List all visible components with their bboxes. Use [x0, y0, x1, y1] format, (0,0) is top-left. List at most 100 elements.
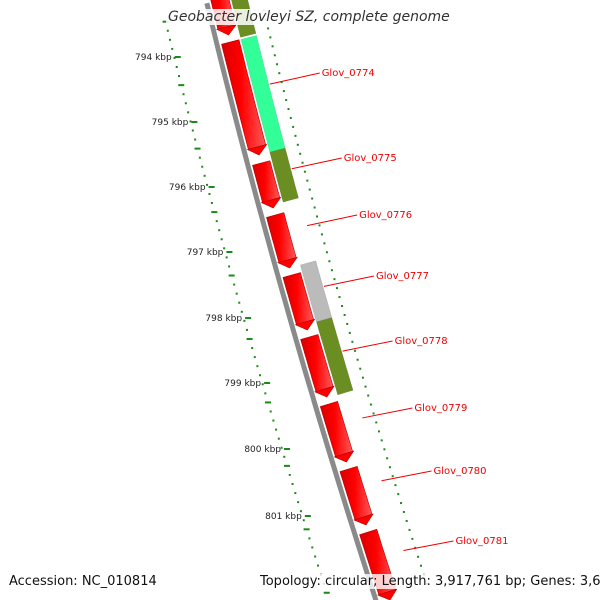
tick-dot — [276, 63, 279, 66]
label-leader — [323, 275, 375, 287]
tick-dot — [191, 129, 194, 132]
tick-dot — [245, 328, 248, 331]
tick-dot — [419, 564, 422, 567]
tick-dot — [411, 537, 414, 540]
tick-dot — [311, 546, 314, 549]
tick-dot — [372, 412, 375, 415]
tick-dot — [265, 401, 272, 404]
tick-dot — [178, 84, 185, 87]
tick-dot — [338, 296, 341, 299]
tick-dot — [282, 90, 285, 93]
tick-dot — [377, 430, 380, 433]
tick-dot — [280, 446, 283, 449]
label-leader — [342, 340, 393, 352]
accession-text: Accession: NC_010814 — [9, 574, 157, 589]
tick-dot — [405, 519, 408, 522]
tick-dots-inner — [162, 20, 330, 594]
tick-dot — [292, 125, 295, 128]
tick-dot — [391, 475, 394, 478]
tick-dot — [335, 287, 338, 290]
tick-dot — [215, 220, 218, 223]
tick-dot — [261, 383, 264, 386]
tick-dot — [359, 367, 362, 370]
gene-arrow — [252, 160, 282, 209]
tick-dot — [251, 347, 254, 350]
tick-dot — [361, 376, 364, 379]
cog-track — [231, 0, 354, 396]
tick-dot — [166, 29, 169, 32]
tick-dot — [328, 260, 331, 263]
tick-dot — [184, 102, 187, 105]
tick-dot — [383, 448, 386, 451]
tick-dot — [417, 555, 420, 558]
tick-dot — [273, 54, 276, 57]
label-leaders — [269, 72, 454, 551]
tick-dot — [348, 331, 351, 334]
tick-dot — [291, 482, 294, 485]
tick-dot — [187, 111, 190, 114]
tick-dot — [171, 47, 174, 50]
gene-arrow — [339, 466, 374, 526]
tick-dot — [316, 215, 319, 218]
gene-label: Glov_0779 — [414, 403, 467, 414]
tick-dot — [296, 143, 299, 146]
tick-dot — [256, 365, 259, 368]
tick-mark — [245, 317, 252, 319]
gene-arrow — [300, 334, 335, 398]
tick-dot — [189, 120, 192, 123]
tick-dot — [297, 501, 300, 504]
tick-dot — [220, 238, 223, 241]
tick-dot — [311, 197, 314, 200]
tick-dot — [308, 188, 311, 191]
tick-dot — [264, 392, 267, 395]
tick-dot — [386, 457, 389, 460]
tick-dot — [194, 138, 197, 141]
gene-track — [210, 0, 398, 600]
label-leader — [306, 214, 358, 227]
tick-dot — [235, 292, 238, 295]
tick-dot — [325, 251, 328, 254]
tick-dot — [299, 152, 302, 155]
tick-dot — [299, 510, 302, 513]
backbone-line — [204, 2, 379, 600]
tick-dot — [275, 428, 278, 431]
gene-label: Glov_0776 — [359, 210, 412, 221]
tick-dot — [225, 256, 228, 259]
tick-mark — [208, 186, 215, 188]
tick-dot — [288, 473, 291, 476]
tick-label: 799 kbp — [224, 379, 261, 389]
tick-mark — [226, 251, 233, 253]
tick-dot — [208, 192, 211, 195]
gene-labels: Glov_0774 Glov_0775 Glov_0776 Glov_0777 Glov… — [322, 68, 509, 547]
tick-dot — [210, 202, 213, 205]
tick-dot — [246, 337, 253, 340]
tick-dot — [240, 310, 243, 313]
tick-mark — [191, 121, 198, 123]
tick-dot — [233, 283, 236, 286]
tick-mark — [174, 56, 181, 58]
gene-arrow — [221, 39, 268, 156]
map-title: Geobacter lovleyi SZ, complete genome — [166, 9, 452, 25]
tick-dot — [320, 233, 323, 236]
tick-dot — [394, 484, 397, 487]
tick-label: 797 kbp — [187, 248, 224, 258]
tick-dot — [400, 502, 403, 505]
tick-dot — [280, 81, 283, 84]
tick-mark — [264, 382, 271, 384]
tick-dot — [243, 319, 246, 322]
tick-mark — [304, 515, 311, 517]
tick-dot — [364, 385, 367, 388]
tick-dot — [283, 455, 286, 458]
tick-dot — [303, 528, 310, 531]
tick-dot — [173, 56, 176, 59]
label-leader — [403, 540, 454, 551]
tick-dot — [388, 466, 391, 469]
topology-text: Topology: circular; Length: 3,917,761 bp… — [260, 574, 600, 589]
tick-dot — [289, 116, 292, 119]
tick-dot — [380, 439, 383, 442]
tick-dot — [206, 183, 209, 186]
tick-dot — [175, 66, 178, 69]
gene-label: Glov_0774 — [322, 68, 375, 79]
gene-arrow — [282, 272, 316, 331]
